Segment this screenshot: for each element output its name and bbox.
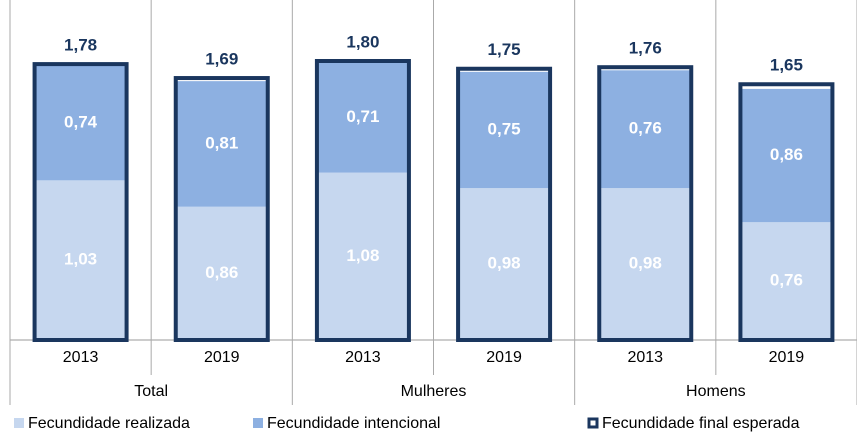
total-box	[32, 62, 129, 342]
legend-label: Fecundidade intencional	[267, 415, 440, 432]
data-label: 0,76	[629, 119, 662, 138]
total-label: 1,80	[346, 32, 379, 51]
data-label: 0,86	[770, 145, 803, 164]
bar-segment	[458, 188, 551, 340]
bar-segment	[175, 206, 268, 340]
group-label: Homens	[686, 383, 746, 400]
bar-segment	[740, 88, 833, 223]
x-tick-label: 2019	[204, 349, 240, 366]
total-box	[173, 76, 270, 343]
bar-segment	[316, 62, 409, 173]
data-label: 0,75	[488, 119, 521, 138]
legend-label: Fecundidade final esperada	[602, 415, 800, 432]
bar-segment	[316, 172, 409, 340]
legend-swatch	[14, 418, 24, 428]
bar-segment	[599, 188, 692, 340]
x-tick-label: 2019	[486, 349, 522, 366]
group-label: Total	[134, 383, 168, 400]
bar-segment	[599, 70, 692, 189]
total-box	[597, 65, 694, 342]
total-label: 1,69	[205, 50, 238, 69]
total-box	[738, 82, 835, 342]
data-label: 0,76	[770, 271, 803, 290]
total-box	[456, 66, 553, 342]
group-label: Mulheres	[401, 383, 467, 400]
x-tick-label: 2019	[769, 349, 805, 366]
data-label: 1,08	[346, 246, 379, 265]
x-tick-label: 2013	[63, 349, 99, 366]
bar-segment	[458, 71, 551, 189]
total-label: 1,65	[770, 56, 803, 75]
total-box	[314, 59, 411, 342]
data-label: 0,71	[346, 107, 379, 126]
data-label: 0,74	[64, 112, 98, 131]
total-label: 1,78	[64, 36, 97, 55]
data-label: 0,86	[205, 263, 238, 282]
legend-swatch	[253, 418, 263, 428]
legend-swatch	[587, 417, 599, 429]
data-label: 0,81	[205, 133, 238, 152]
legend-label: Fecundidade realizada	[28, 415, 190, 432]
bar-segment	[740, 222, 833, 340]
x-tick-label: 2013	[345, 349, 381, 366]
data-label: 0,98	[629, 254, 662, 273]
data-label: 1,03	[64, 250, 97, 269]
bar-segment	[34, 65, 127, 181]
bar-segment	[175, 81, 268, 207]
x-tick-label: 2013	[627, 349, 663, 366]
data-label: 0,98	[488, 254, 521, 273]
bar-segment	[34, 180, 127, 340]
total-label: 1,76	[629, 39, 662, 58]
total-label: 1,75	[488, 40, 521, 59]
